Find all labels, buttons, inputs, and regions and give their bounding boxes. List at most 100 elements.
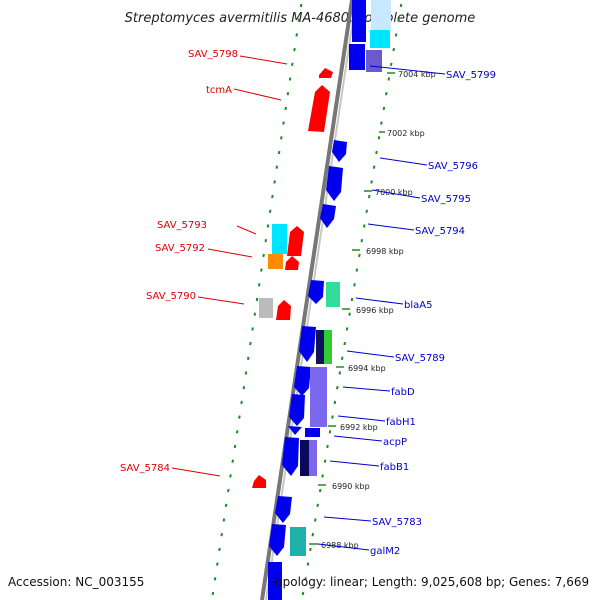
gene-block[interactable] bbox=[316, 330, 325, 364]
track-tick bbox=[224, 503, 228, 507]
track-tick bbox=[385, 92, 388, 96]
gene-arrow[interactable] bbox=[326, 166, 343, 201]
gene-block[interactable] bbox=[272, 224, 287, 254]
gene-block[interactable] bbox=[371, 0, 391, 30]
gene-label[interactable]: acpP bbox=[383, 437, 407, 448]
track-tick bbox=[233, 444, 237, 449]
gene-block[interactable] bbox=[305, 428, 320, 437]
track-tick bbox=[358, 253, 361, 258]
track-tick bbox=[353, 283, 356, 287]
track-tick bbox=[244, 371, 248, 375]
gene-arrow[interactable] bbox=[320, 204, 336, 228]
gene-block[interactable] bbox=[370, 30, 390, 48]
track-tick bbox=[326, 444, 329, 449]
gene-block[interactable] bbox=[300, 440, 310, 476]
gene-arrow[interactable] bbox=[276, 300, 291, 320]
gene-label[interactable]: galM2 bbox=[370, 546, 400, 557]
gene-label[interactable]: fabD bbox=[391, 387, 415, 398]
track-tick bbox=[216, 562, 219, 566]
reverse-gene-blocks bbox=[252, 68, 333, 488]
gene-label[interactable]: fabB1 bbox=[380, 462, 409, 473]
track-tick bbox=[222, 518, 226, 522]
track-tick bbox=[399, 3, 403, 8]
track-tick bbox=[229, 474, 232, 478]
scale-labels: 7004 kbp 7002 kbp 7000 kbp 6998 kbp 6996… bbox=[309, 70, 436, 550]
topology-text: Topology: linear; Length: 9,025,608 bp; … bbox=[269, 575, 589, 589]
gene-label[interactable]: SAV_5799 bbox=[446, 70, 496, 81]
scale-label: 6992 kbp bbox=[340, 423, 378, 432]
gene-arrow[interactable] bbox=[275, 496, 292, 523]
track-tick bbox=[291, 62, 294, 66]
scale-label: 7000 kbp bbox=[375, 188, 413, 197]
track-tick bbox=[323, 459, 327, 463]
forward-strand-tick-track bbox=[301, 3, 403, 596]
gene-label[interactable]: SAV_5789 bbox=[395, 353, 445, 364]
gene-label[interactable]: SAV_5790 bbox=[146, 291, 196, 302]
gene-arrow[interactable] bbox=[269, 524, 286, 556]
gene-block[interactable] bbox=[310, 367, 327, 427]
gene-arrow[interactable] bbox=[319, 68, 333, 78]
forward-gene-blocks bbox=[268, 0, 391, 600]
track-tick bbox=[365, 209, 368, 213]
gene-block[interactable] bbox=[290, 527, 306, 556]
track-tick bbox=[370, 180, 373, 184]
track-tick bbox=[213, 577, 217, 581]
track-tick bbox=[280, 136, 283, 140]
gene-arrow[interactable] bbox=[282, 437, 299, 476]
track-tick bbox=[367, 194, 371, 199]
track-tick bbox=[377, 136, 381, 140]
gene-arrow[interactable] bbox=[332, 140, 347, 162]
gene-label[interactable]: blaA5 bbox=[404, 300, 432, 311]
gene-arrow[interactable] bbox=[288, 426, 302, 435]
track-tick bbox=[286, 92, 290, 96]
gene-block[interactable] bbox=[259, 298, 273, 318]
scale-label: 6996 kbp bbox=[356, 306, 394, 315]
track-tick bbox=[348, 312, 351, 316]
gene-block[interactable] bbox=[349, 44, 365, 70]
track-tick bbox=[297, 18, 301, 22]
track-tick bbox=[295, 33, 298, 37]
gene-arrow[interactable] bbox=[252, 475, 266, 488]
track-tick bbox=[331, 415, 334, 419]
track-tick bbox=[301, 591, 305, 596]
accession-text: Accession: NC_003155 bbox=[8, 575, 144, 589]
gene-block[interactable] bbox=[352, 0, 366, 42]
forward-gene-label-texts: SAV_5799 SAV_5796 SAV_5795 SAV_5794 blaA… bbox=[370, 70, 496, 557]
gene-arrow[interactable] bbox=[289, 394, 305, 426]
gene-arrow[interactable] bbox=[294, 366, 311, 396]
gene-block[interactable] bbox=[324, 330, 332, 364]
track-tick bbox=[397, 18, 400, 22]
gene-block[interactable] bbox=[268, 254, 283, 269]
gene-arrow[interactable] bbox=[287, 226, 304, 256]
gene-label[interactable]: tcmA bbox=[206, 85, 232, 96]
gene-block[interactable] bbox=[268, 562, 282, 600]
gene-block[interactable] bbox=[326, 282, 340, 307]
track-tick bbox=[389, 62, 393, 66]
gene-arrow[interactable] bbox=[299, 326, 316, 362]
track-tick bbox=[246, 356, 250, 360]
gene-block[interactable] bbox=[309, 440, 317, 476]
gene-arrow[interactable] bbox=[308, 280, 324, 304]
track-tick bbox=[231, 459, 234, 463]
track-tick bbox=[273, 180, 276, 184]
gene-label[interactable]: SAV_5794 bbox=[415, 226, 465, 237]
scale-label: 7004 kbp bbox=[398, 70, 436, 79]
gene-label[interactable]: SAV_5792 bbox=[155, 243, 205, 254]
scale-label: 6988 kbp bbox=[321, 541, 359, 550]
gene-block[interactable] bbox=[366, 50, 382, 72]
track-tick bbox=[260, 268, 263, 272]
gene-arrow[interactable] bbox=[285, 256, 299, 270]
gene-label[interactable]: fabH1 bbox=[386, 417, 416, 428]
gene-label[interactable]: SAV_5793 bbox=[157, 220, 207, 231]
track-tick bbox=[382, 106, 386, 111]
track-tick bbox=[318, 488, 322, 493]
gene-arrow[interactable] bbox=[308, 85, 330, 132]
gene-label[interactable]: SAV_5795 bbox=[421, 194, 471, 205]
gene-label[interactable]: SAV_5784 bbox=[120, 463, 170, 474]
track-tick bbox=[311, 533, 315, 537]
gene-label[interactable]: SAV_5796 bbox=[428, 161, 478, 172]
track-tick bbox=[235, 430, 239, 434]
gene-label[interactable]: SAV_5798 bbox=[188, 49, 238, 60]
gene-label[interactable]: SAV_5783 bbox=[372, 517, 422, 528]
